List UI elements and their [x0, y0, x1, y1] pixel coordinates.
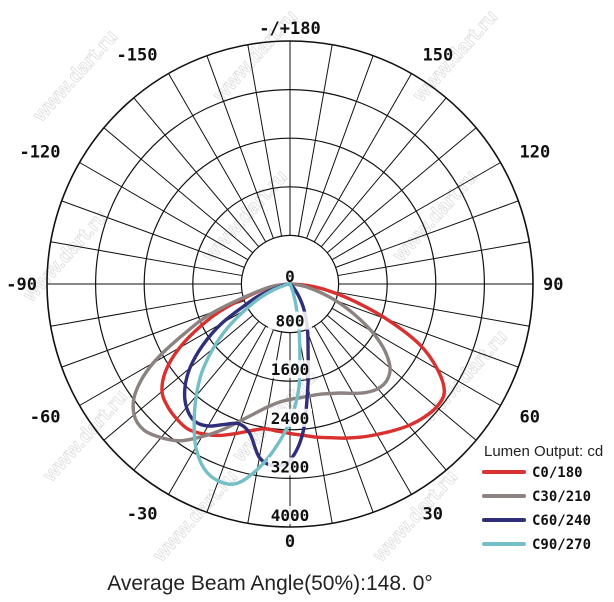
angle-labels: -/+180 -150 150 -120 120 -90 90 -60 60 -30 30 0: [6, 19, 563, 552]
grid-spoke: [313, 73, 412, 243]
series-curve-C60-240: [182, 282, 311, 468]
grid-spoke: [50, 241, 243, 277]
angle-label: 150: [423, 46, 454, 66]
grid-spoke: [168, 73, 267, 243]
grid-spoke: [168, 325, 267, 495]
grid-spoke: [306, 329, 374, 513]
grid-spoke: [326, 314, 477, 441]
grid-spoke: [335, 200, 519, 268]
grid-spoke: [320, 97, 447, 248]
radial-label-bg: [268, 506, 312, 524]
radial-label-bg: [268, 360, 312, 379]
radial-tick-label: 0: [285, 267, 295, 286]
radial-label-bg: [268, 408, 312, 427]
curves: [131, 282, 447, 486]
radial-tick-label: 3200: [271, 457, 310, 476]
radial-tick-label: 1600: [271, 360, 310, 379]
grid-spoke: [50, 291, 243, 327]
radial-label-bg: [268, 311, 312, 330]
angle-label: 0: [285, 532, 295, 552]
angle-label: -30: [127, 504, 158, 524]
grid-spoke: [331, 162, 501, 261]
grid-spoke: [326, 127, 477, 254]
watermark-layer: www.dart.ru www.dart.ru www.dart.ruwww.dar…: [18, 6, 513, 568]
radial-label-bg: [268, 457, 312, 476]
watermark-mark: www.dart.ru: [148, 466, 242, 567]
grid-spoke: [79, 162, 249, 261]
grid-spoke: [320, 320, 447, 471]
angle-label: 120: [519, 143, 550, 163]
legend-label: C90/270: [532, 537, 591, 553]
grid-spoke: [313, 325, 412, 495]
grid-spoke: [103, 314, 254, 441]
grid-spoke: [206, 55, 274, 239]
grid-spoke: [247, 44, 283, 237]
radial-tick-label: 800: [276, 312, 305, 331]
angle-label: 90: [543, 275, 563, 295]
angle-label: 60: [519, 408, 539, 428]
angle-label: -/+180: [259, 19, 320, 39]
grid-spoke: [61, 200, 245, 268]
angle-label: -90: [6, 275, 37, 295]
grid-spoke: [297, 44, 333, 237]
grid-spoke: [306, 55, 374, 239]
legend-label: C0/180: [532, 465, 583, 481]
radial-tick-label: 4000: [271, 506, 310, 525]
grid-spoke: [335, 300, 519, 368]
series-curve-C90-270: [192, 282, 302, 486]
grid-spoke: [337, 291, 530, 327]
angle-label: -60: [30, 408, 61, 428]
watermark-mark: www.dart.ru: [368, 466, 462, 567]
grid-spoke: [331, 307, 501, 406]
grid-spoke: [337, 241, 530, 277]
legend-label: C30/210: [532, 489, 591, 505]
radial-tick-label: 2400: [271, 409, 310, 428]
beam-angle-caption: Average Beam Angle(50%):148. 0°: [107, 572, 433, 595]
legend-title: Lumen Output: cd: [484, 443, 603, 460]
watermark-mark: www.dart.ru: [28, 26, 122, 127]
angle-label: -150: [117, 46, 158, 66]
legend-label: C60/240: [532, 513, 591, 529]
grid-spoke: [103, 127, 254, 254]
angle-label: 30: [423, 504, 443, 524]
grid-spoke: [133, 97, 260, 248]
series-curve-C30-210: [131, 282, 392, 443]
angle-label: -120: [20, 143, 61, 163]
radial-labels: 0 800 1600 2400 3200 4000: [268, 267, 312, 525]
watermark-mark: www.dart.ru: [38, 386, 132, 487]
legend: Lumen Output: cd C0/180 C30/210 C60/240 C90…: [482, 443, 603, 553]
